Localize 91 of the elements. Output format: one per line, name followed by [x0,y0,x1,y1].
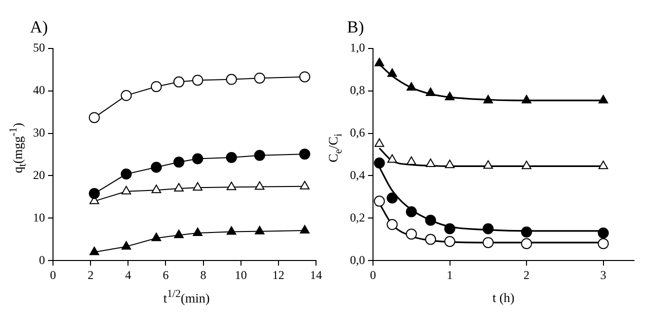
point [192,228,202,236]
point [300,224,310,234]
x-axis-title: t$^{1/2}$(min) [162,288,211,306]
x-tick-label: 3 [600,268,606,282]
point [482,237,494,248]
point [598,160,608,170]
point [174,182,184,192]
point [522,160,532,170]
y-tick-label: 30 [33,125,45,140]
point [121,241,132,250]
point [90,246,100,256]
point [173,76,184,88]
point [374,157,385,168]
point [151,232,162,242]
point [174,230,184,238]
point [120,90,132,102]
y-tick-label: 0,2 [350,210,365,224]
point [425,214,436,226]
point [598,94,608,104]
x-axis-title: t (h) [491,290,516,306]
point [226,182,236,190]
y-tick-label: 0,8 [350,82,365,97]
point [151,184,162,194]
point [88,112,100,124]
point [483,160,493,169]
point [598,228,609,239]
point [254,72,266,84]
point [299,71,310,82]
y-tick-label: 10 [33,210,45,224]
point [406,228,417,240]
point [254,226,264,234]
point [406,156,416,165]
x-tick-label: 1 [446,268,453,282]
point [406,82,416,91]
y-tick-label: 0,6 [350,125,365,140]
point [254,181,264,190]
point [192,153,204,164]
y-tick-label: 0 [39,252,45,267]
x-tick-label: 2 [88,268,94,282]
point [173,156,184,168]
x-tick-label: 4 [125,268,132,282]
point [444,92,455,100]
point [374,138,384,147]
point [150,162,162,173]
point [374,58,384,66]
x-tick-label: 0 [370,268,376,282]
y-tick-label: 20 [33,168,45,182]
point [226,152,237,163]
point [121,186,132,194]
x-tick-label: 2 [524,268,530,282]
y-tick-label: 40 [33,82,45,97]
point [374,196,385,207]
x-tick-label: 12 [272,268,284,282]
point [483,94,493,104]
x-tick-label: 6 [162,268,169,282]
point [444,223,456,234]
point [120,168,132,180]
point [386,192,398,204]
point [406,206,417,218]
point [192,182,202,191]
point [598,238,609,250]
point [386,219,398,230]
chart-title: A) [30,18,48,37]
y-tick-label: 0,4 [350,168,365,182]
point [192,74,204,86]
point [387,68,398,77]
point [88,188,100,200]
point [482,223,494,234]
point [150,81,162,92]
point [226,226,236,235]
chart-title: B) [347,18,364,37]
point [521,226,532,238]
x-tick-label: 8 [200,268,206,282]
point [521,238,532,250]
point [387,154,398,163]
point [300,180,310,190]
point [426,158,436,168]
point [522,94,532,104]
y-tick-label: 1,0 [350,40,365,55]
point [254,150,266,161]
y-tick-label: 0,0 [350,252,365,267]
x-tick-label: 10 [234,268,247,282]
x-tick-label: 0 [50,268,56,282]
x-tick-label: 14 [310,268,322,282]
y-tick-label: 50 [33,40,45,55]
point [299,148,310,160]
point [425,234,436,245]
point [226,74,237,85]
point [426,87,436,96]
point [444,236,456,247]
point [444,160,455,168]
